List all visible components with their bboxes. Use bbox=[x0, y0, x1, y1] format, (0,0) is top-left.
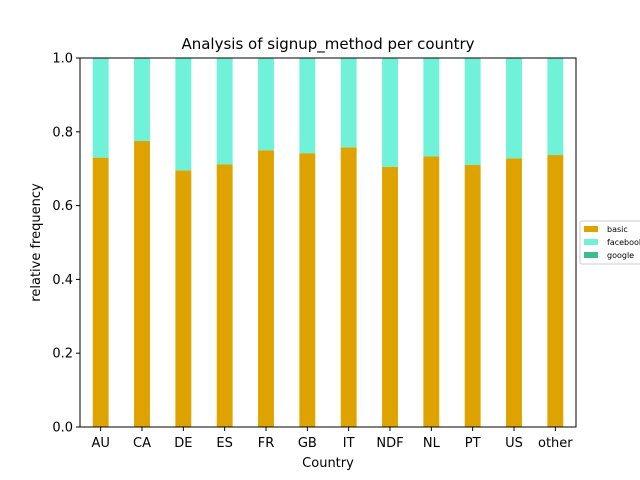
y-tick-label: 1.0 bbox=[52, 52, 73, 67]
bar-basic-ca bbox=[134, 141, 150, 427]
y-tick-label: 0.0 bbox=[52, 421, 73, 436]
bar-facebook-other bbox=[547, 58, 564, 156]
x-axis-title: Country bbox=[302, 456, 354, 471]
legend-swatch-google bbox=[584, 252, 598, 258]
bar-basic-it bbox=[340, 147, 357, 427]
y-tick-label: 0.4 bbox=[52, 273, 73, 288]
bars-group bbox=[92, 58, 564, 428]
bar-basic-de bbox=[175, 170, 192, 428]
bar-facebook-ndf bbox=[382, 58, 398, 167]
x-tick-label-us: US bbox=[505, 436, 523, 451]
bar-facebook-pt bbox=[464, 58, 481, 166]
legend-swatch-basic bbox=[584, 226, 598, 232]
bar-facebook-nl bbox=[423, 58, 440, 157]
y-tick-label: 0.6 bbox=[52, 199, 73, 214]
legend-label-facebook: facebook bbox=[607, 238, 640, 247]
bar-basic-ndf bbox=[382, 166, 398, 428]
bar-basic-gb bbox=[299, 153, 316, 427]
bar-basic-us bbox=[506, 158, 522, 428]
x-tick-label-ndf: NDF bbox=[376, 436, 403, 451]
legend: basic facebook google bbox=[579, 220, 640, 265]
bar-basic-au bbox=[92, 157, 109, 427]
plot-frame bbox=[79, 57, 577, 428]
bar-facebook-au bbox=[92, 58, 109, 158]
bar-facebook-it bbox=[340, 58, 357, 148]
legend-swatch-facebook bbox=[584, 239, 598, 245]
bar-basic-es bbox=[216, 164, 233, 427]
bar-facebook-us bbox=[506, 58, 522, 159]
chart-title: Analysis of signup_method per country bbox=[181, 35, 474, 54]
bar-facebook-fr bbox=[258, 58, 274, 151]
x-tick-label-other: other bbox=[538, 436, 573, 451]
x-tick-label-gb: GB bbox=[298, 436, 317, 451]
x-tick-label-nl: NL bbox=[423, 436, 441, 451]
bar-basic-fr bbox=[258, 150, 274, 427]
bar-facebook-gb bbox=[299, 58, 316, 154]
x-tick-label-it: IT bbox=[343, 436, 355, 451]
x-tick-label-de: DE bbox=[174, 436, 192, 451]
x-tick-label-es: ES bbox=[216, 436, 232, 451]
bar-basic-other bbox=[547, 155, 564, 427]
legend-label-basic: basic bbox=[607, 225, 628, 234]
bar-facebook-de bbox=[175, 58, 192, 171]
legend-label-google: google bbox=[607, 251, 634, 260]
bar-basic-pt bbox=[464, 165, 481, 427]
x-tick-label-pt: PT bbox=[465, 436, 481, 451]
y-axis: 0.0 0.2 0.4 0.6 0.8 1.0 bbox=[52, 52, 80, 436]
bar-basic-nl bbox=[423, 156, 440, 427]
y-tick-label: 0.8 bbox=[52, 125, 73, 140]
x-tick-label-ca: CA bbox=[133, 436, 151, 451]
y-tick-label: 0.2 bbox=[52, 347, 73, 362]
x-tick-label-au: AU bbox=[91, 436, 109, 451]
x-tick-label-fr: FR bbox=[258, 436, 275, 451]
x-axis: AU CA DE ES FR GB IT NDF NL PT US other bbox=[91, 427, 573, 451]
bar-facebook-ca bbox=[134, 58, 150, 142]
y-axis-title: relative frequency bbox=[29, 183, 44, 302]
bar-facebook-es bbox=[216, 58, 233, 165]
